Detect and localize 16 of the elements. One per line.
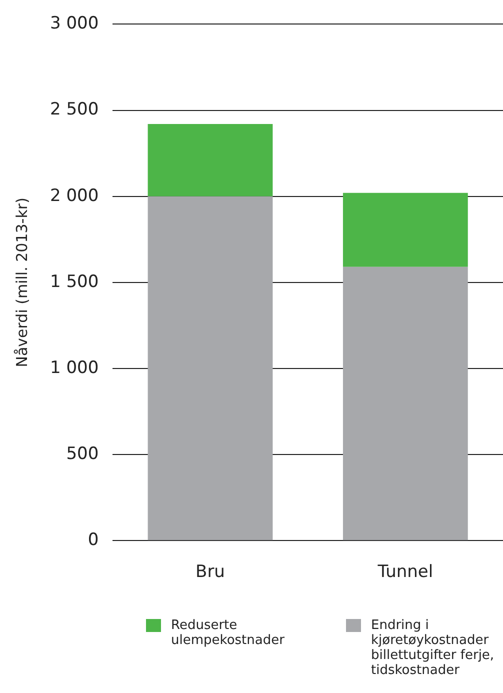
y-tick-label: 500 (66, 444, 99, 464)
y-tick-label: 2 500 (50, 100, 99, 120)
bar (148, 124, 273, 196)
y-tick-label: 0 (88, 530, 99, 550)
y-axis-title: Nåverdi (mill. 2013-kr) (12, 198, 31, 368)
x-tick-label: Bru (196, 562, 225, 582)
bar (342, 192, 468, 267)
x-tick-label: Tunnel (376, 562, 434, 582)
bar (342, 266, 468, 540)
y-tick-label: 1 500 (50, 272, 99, 292)
y-tick-label: 2 000 (50, 186, 99, 206)
y-tick-label: 3 000 (50, 14, 99, 34)
bar (148, 196, 273, 540)
legend-label: Endring i kjøretøykostnader billettutgifter ferje, tidskostnader (371, 618, 496, 678)
legend-label: Reduserte ulempekostnader (171, 618, 286, 648)
y-tick-label: 1 000 (50, 358, 99, 378)
